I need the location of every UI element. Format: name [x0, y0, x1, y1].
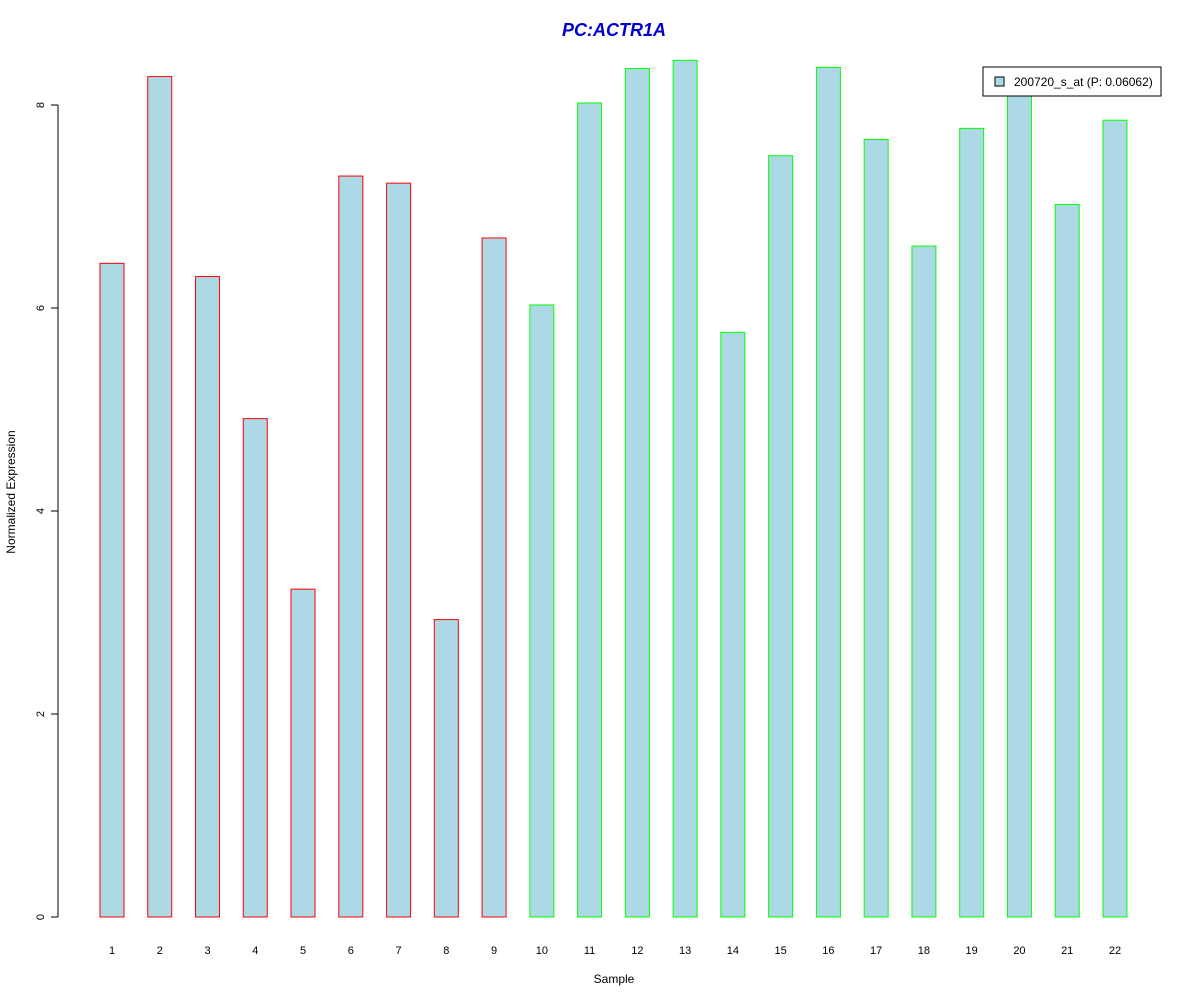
bar-sample-11: [577, 102, 603, 918]
bar-sample-6: [338, 175, 364, 918]
x-tick-label: 20: [1013, 945, 1025, 957]
bars-group: [99, 59, 1128, 918]
y-tick-label: 4: [35, 508, 47, 514]
y-tick-label: 2: [35, 711, 47, 717]
bar-sample-19: [959, 127, 985, 918]
bar-sample-1: [99, 262, 125, 918]
x-axis-title: Sample: [594, 972, 635, 986]
x-tick-label: 22: [1109, 945, 1121, 957]
x-tick-label: 14: [727, 945, 739, 957]
bar-sample-7: [386, 182, 412, 918]
bar-sample-16: [815, 66, 841, 918]
bar-sample-15: [768, 155, 794, 918]
x-tick-label: 18: [918, 945, 930, 957]
y-tick-label: 0: [35, 914, 47, 920]
y-axis-title: Normalized Expression: [4, 430, 18, 553]
x-tick-label: 10: [536, 945, 548, 957]
bar-sample-8: [433, 619, 459, 918]
x-tick-label: 1: [109, 945, 115, 957]
legend-swatch: [994, 76, 1005, 87]
legend-box: [982, 66, 1162, 97]
x-tick-label: 16: [822, 945, 834, 957]
bar-sample-4: [242, 418, 268, 918]
legend-series-label: 200720_s_at (P: 0.06062): [1014, 75, 1153, 89]
y-tick-label: 8: [35, 102, 47, 108]
bar-sample-22: [1102, 119, 1128, 918]
bar-sample-9: [481, 237, 507, 918]
x-axis-tick-labels: 1 2 3 4 5 6 7 8 9 10 11 12 13 14 15 16 17 18 19 20 21 22: [109, 945, 1121, 957]
bar-sample-13: [672, 59, 698, 918]
x-tick-label: 7: [395, 945, 401, 957]
bar-sample-17: [863, 139, 889, 918]
x-tick-label: 9: [491, 945, 497, 957]
x-tick-label: 17: [870, 945, 882, 957]
x-tick-label: 8: [443, 945, 449, 957]
bar-sample-21: [1054, 203, 1080, 918]
x-tick-label: 5: [300, 945, 306, 957]
bar-sample-14: [720, 331, 746, 918]
bar-sample-18: [911, 245, 937, 918]
x-tick-label: 6: [348, 945, 354, 957]
bar-sample-12: [624, 67, 650, 918]
x-tick-label: 15: [775, 945, 787, 957]
x-tick-label: 4: [252, 945, 258, 957]
x-tick-label: 21: [1061, 945, 1073, 957]
bar-sample-20: [1006, 92, 1032, 918]
bar-sample-2: [147, 76, 173, 918]
x-tick-label: 13: [679, 945, 691, 957]
x-tick-label: 12: [631, 945, 643, 957]
chart-title: PC:ACTR1A: [562, 20, 666, 40]
y-tick-label: 6: [35, 305, 47, 311]
bar-sample-3: [195, 276, 221, 918]
y-axis: 0 2 4 6 8: [35, 102, 59, 920]
x-tick-label: 3: [204, 945, 210, 957]
x-tick-label: 2: [157, 945, 163, 957]
bar-sample-10: [529, 304, 555, 918]
x-tick-label: 11: [584, 945, 595, 957]
x-tick-label: 19: [966, 945, 978, 957]
bar-sample-5: [290, 588, 316, 918]
legend: 200720_s_at (P: 0.06062): [982, 66, 1162, 97]
